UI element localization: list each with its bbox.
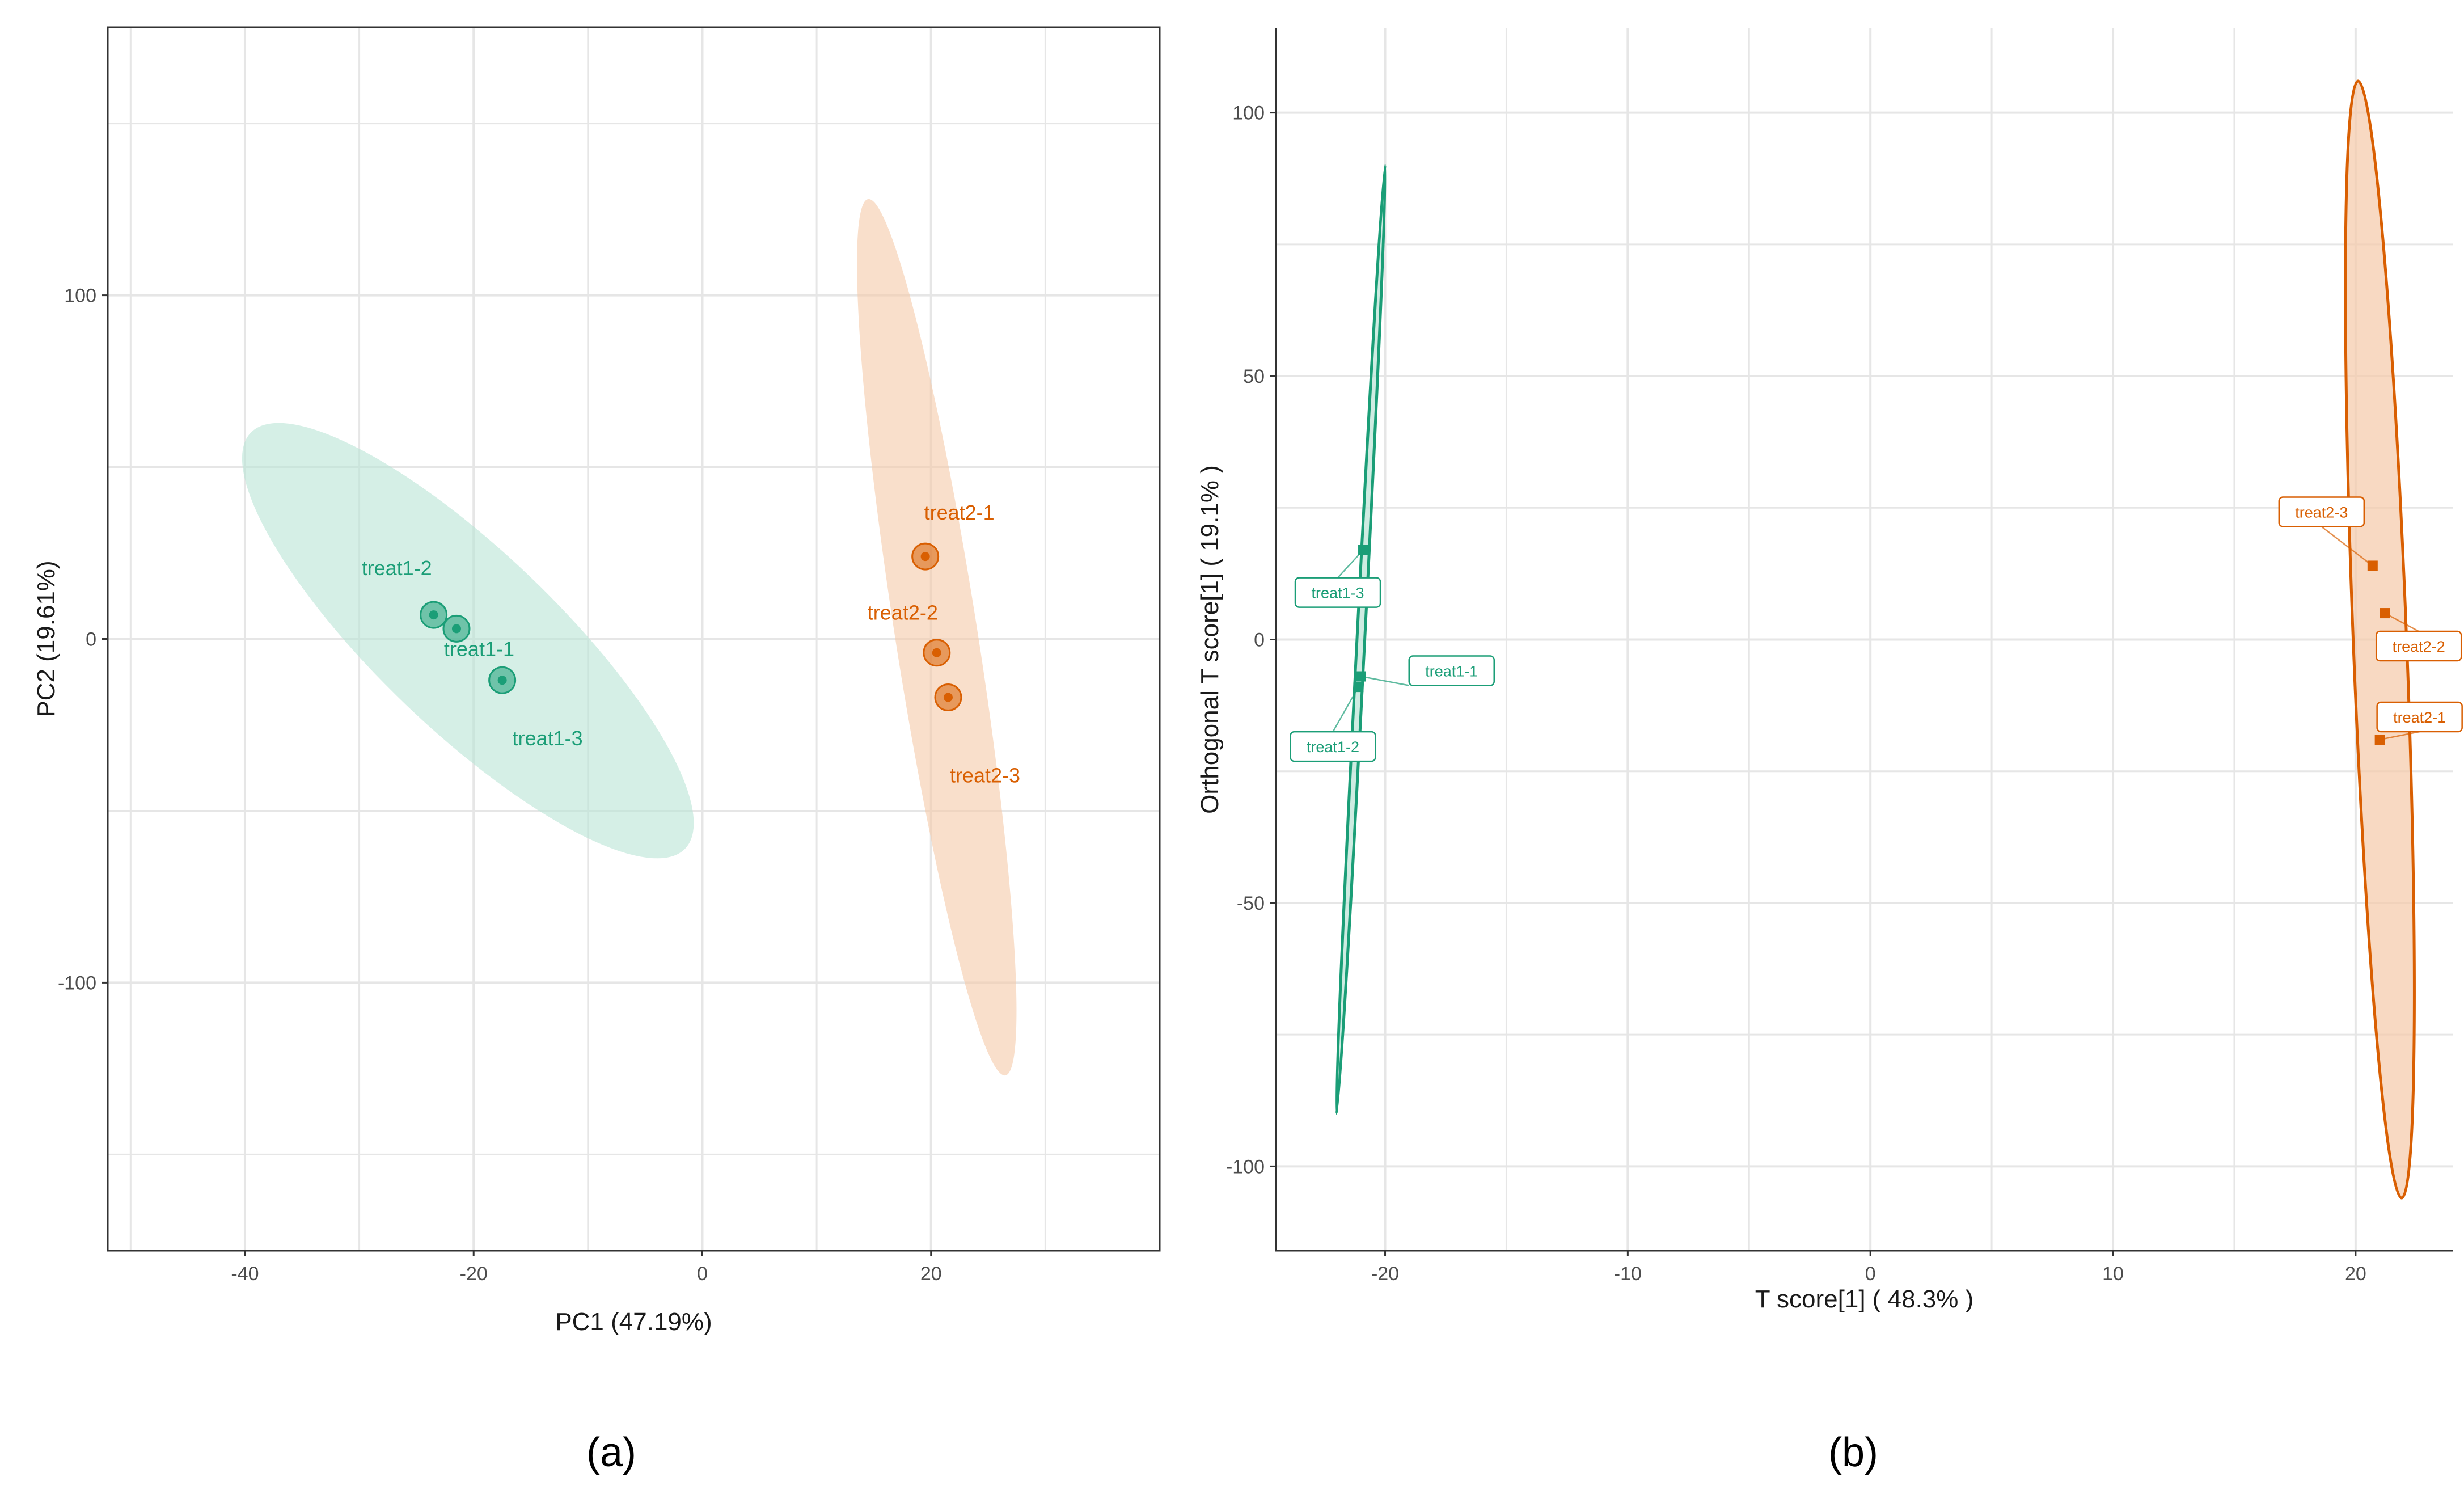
y-tick-label: 100 — [64, 285, 96, 307]
label-leader-line — [1337, 549, 1364, 579]
x-tick-label: 0 — [697, 1263, 708, 1285]
y-tick-label: 100 — [1232, 103, 1265, 124]
x-tick-label: -10 — [1614, 1263, 1642, 1285]
point-label: treat2-1 — [2393, 709, 2446, 726]
opls-y-axis-title: Orthogonal T score[1] ( 19.1% ) — [1196, 465, 1224, 814]
point-label: treat1-3 — [513, 727, 583, 750]
label-leader-line — [2380, 731, 2420, 741]
opls-x-tick-labels: -20 -10 0 10 20 — [1371, 1251, 2366, 1285]
x-tick-label: -40 — [231, 1263, 259, 1285]
point-label: treat1-1 — [444, 637, 514, 660]
panel-a-caption: (a) — [586, 1430, 636, 1475]
pca-confidence-ellipses — [242, 199, 1017, 1076]
y-tick-label: 0 — [86, 629, 96, 651]
score-point — [497, 676, 507, 685]
pca-x-tick-labels: -40 -20 0 20 — [231, 1251, 942, 1285]
opls-axis-lines — [1275, 28, 2453, 1252]
point-label: treat2-3 — [950, 764, 1020, 787]
pca-x-axis-title: PC1 (47.19%) — [555, 1308, 712, 1336]
y-tick-label: 0 — [1254, 630, 1265, 651]
label-box — [1294, 577, 1381, 608]
label-box — [2278, 496, 2365, 527]
x-tick-label: 10 — [2102, 1263, 2124, 1285]
pca-score-points — [420, 542, 962, 712]
opls-x-axis-title: T score[1] ( 48.3% ) — [1755, 1285, 1974, 1313]
label-leader-line — [1360, 676, 1409, 686]
point-label: treat2-2 — [868, 601, 938, 624]
point-label: treat2-3 — [2295, 504, 2348, 521]
label-box — [1408, 655, 1495, 686]
point-label: treat1-2 — [1307, 738, 1359, 756]
point-label: treat1-1 — [1425, 663, 1478, 680]
score-point — [451, 624, 461, 634]
panel-b-caption: (b) — [1828, 1430, 1878, 1475]
label-leader-line — [2321, 526, 2373, 567]
x-tick-label: -20 — [1371, 1263, 1399, 1285]
point-label: treat1-2 — [362, 556, 432, 580]
x-tick-label: -20 — [460, 1263, 488, 1285]
score-point — [943, 693, 953, 702]
pca-point-labels: treat1-1 treat1-2 treat1-3 treat2-1 treat2-2… — [362, 501, 1020, 787]
pca-score-panel: treat1-1 treat1-2 treat1-3 treat2-1 treat2-2… — [32, 26, 1161, 1475]
y-tick-label: -100 — [58, 972, 96, 994]
x-tick-label: 20 — [2345, 1263, 2366, 1285]
opls-y-tick-labels: -100 -50 0 50 100 — [1226, 103, 1276, 1178]
y-tick-label: -50 — [1237, 893, 1265, 914]
opls-gridlines — [1276, 28, 2453, 1251]
y-tick-label: 50 — [1243, 366, 1265, 387]
score-point — [429, 610, 438, 620]
label-box — [2375, 630, 2462, 662]
point-label: treat2-1 — [924, 501, 995, 524]
label-box — [1290, 731, 1376, 762]
point-label: treat2-2 — [2393, 638, 2445, 655]
score-point — [920, 552, 930, 562]
x-tick-label: 20 — [920, 1263, 942, 1285]
treat2-confidence-ellipse — [857, 199, 1017, 1076]
label-leader-line — [2384, 612, 2419, 632]
pca-y-tick-labels: -100 0 100 — [58, 285, 108, 994]
y-tick-label: -100 — [1226, 1156, 1265, 1178]
label-box — [2376, 701, 2463, 733]
label-leader-line — [1332, 686, 1359, 732]
pca-y-axis-title: PC2 (19.61%) — [32, 560, 60, 717]
opls-da-score-panel: treat1-1 treat1-2 treat1-3 treat2-1 treat2-2… — [1196, 28, 2463, 1475]
opls-point-labels: treat1-1 treat1-2 treat1-3 treat2-1 treat2-2… — [1290, 496, 2463, 762]
score-point — [932, 648, 941, 657]
treat1-confidence-ellipse — [242, 423, 694, 859]
x-tick-label: 0 — [1865, 1263, 1876, 1285]
point-label: treat1-3 — [1311, 585, 1364, 602]
treat1-confidence-ellipse — [1334, 164, 1387, 1115]
